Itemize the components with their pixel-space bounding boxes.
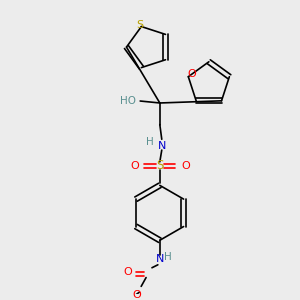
Text: O: O (181, 161, 190, 171)
Text: H: H (164, 252, 172, 262)
Text: O: O (132, 290, 141, 300)
Text: HO: HO (120, 96, 136, 106)
Text: N: N (156, 254, 164, 264)
Text: H: H (146, 137, 154, 147)
Text: S: S (156, 159, 164, 172)
Text: O: O (187, 69, 196, 79)
Text: O: O (123, 267, 132, 277)
Text: O: O (130, 161, 139, 171)
Text: S: S (136, 20, 143, 30)
Text: N: N (158, 141, 166, 151)
